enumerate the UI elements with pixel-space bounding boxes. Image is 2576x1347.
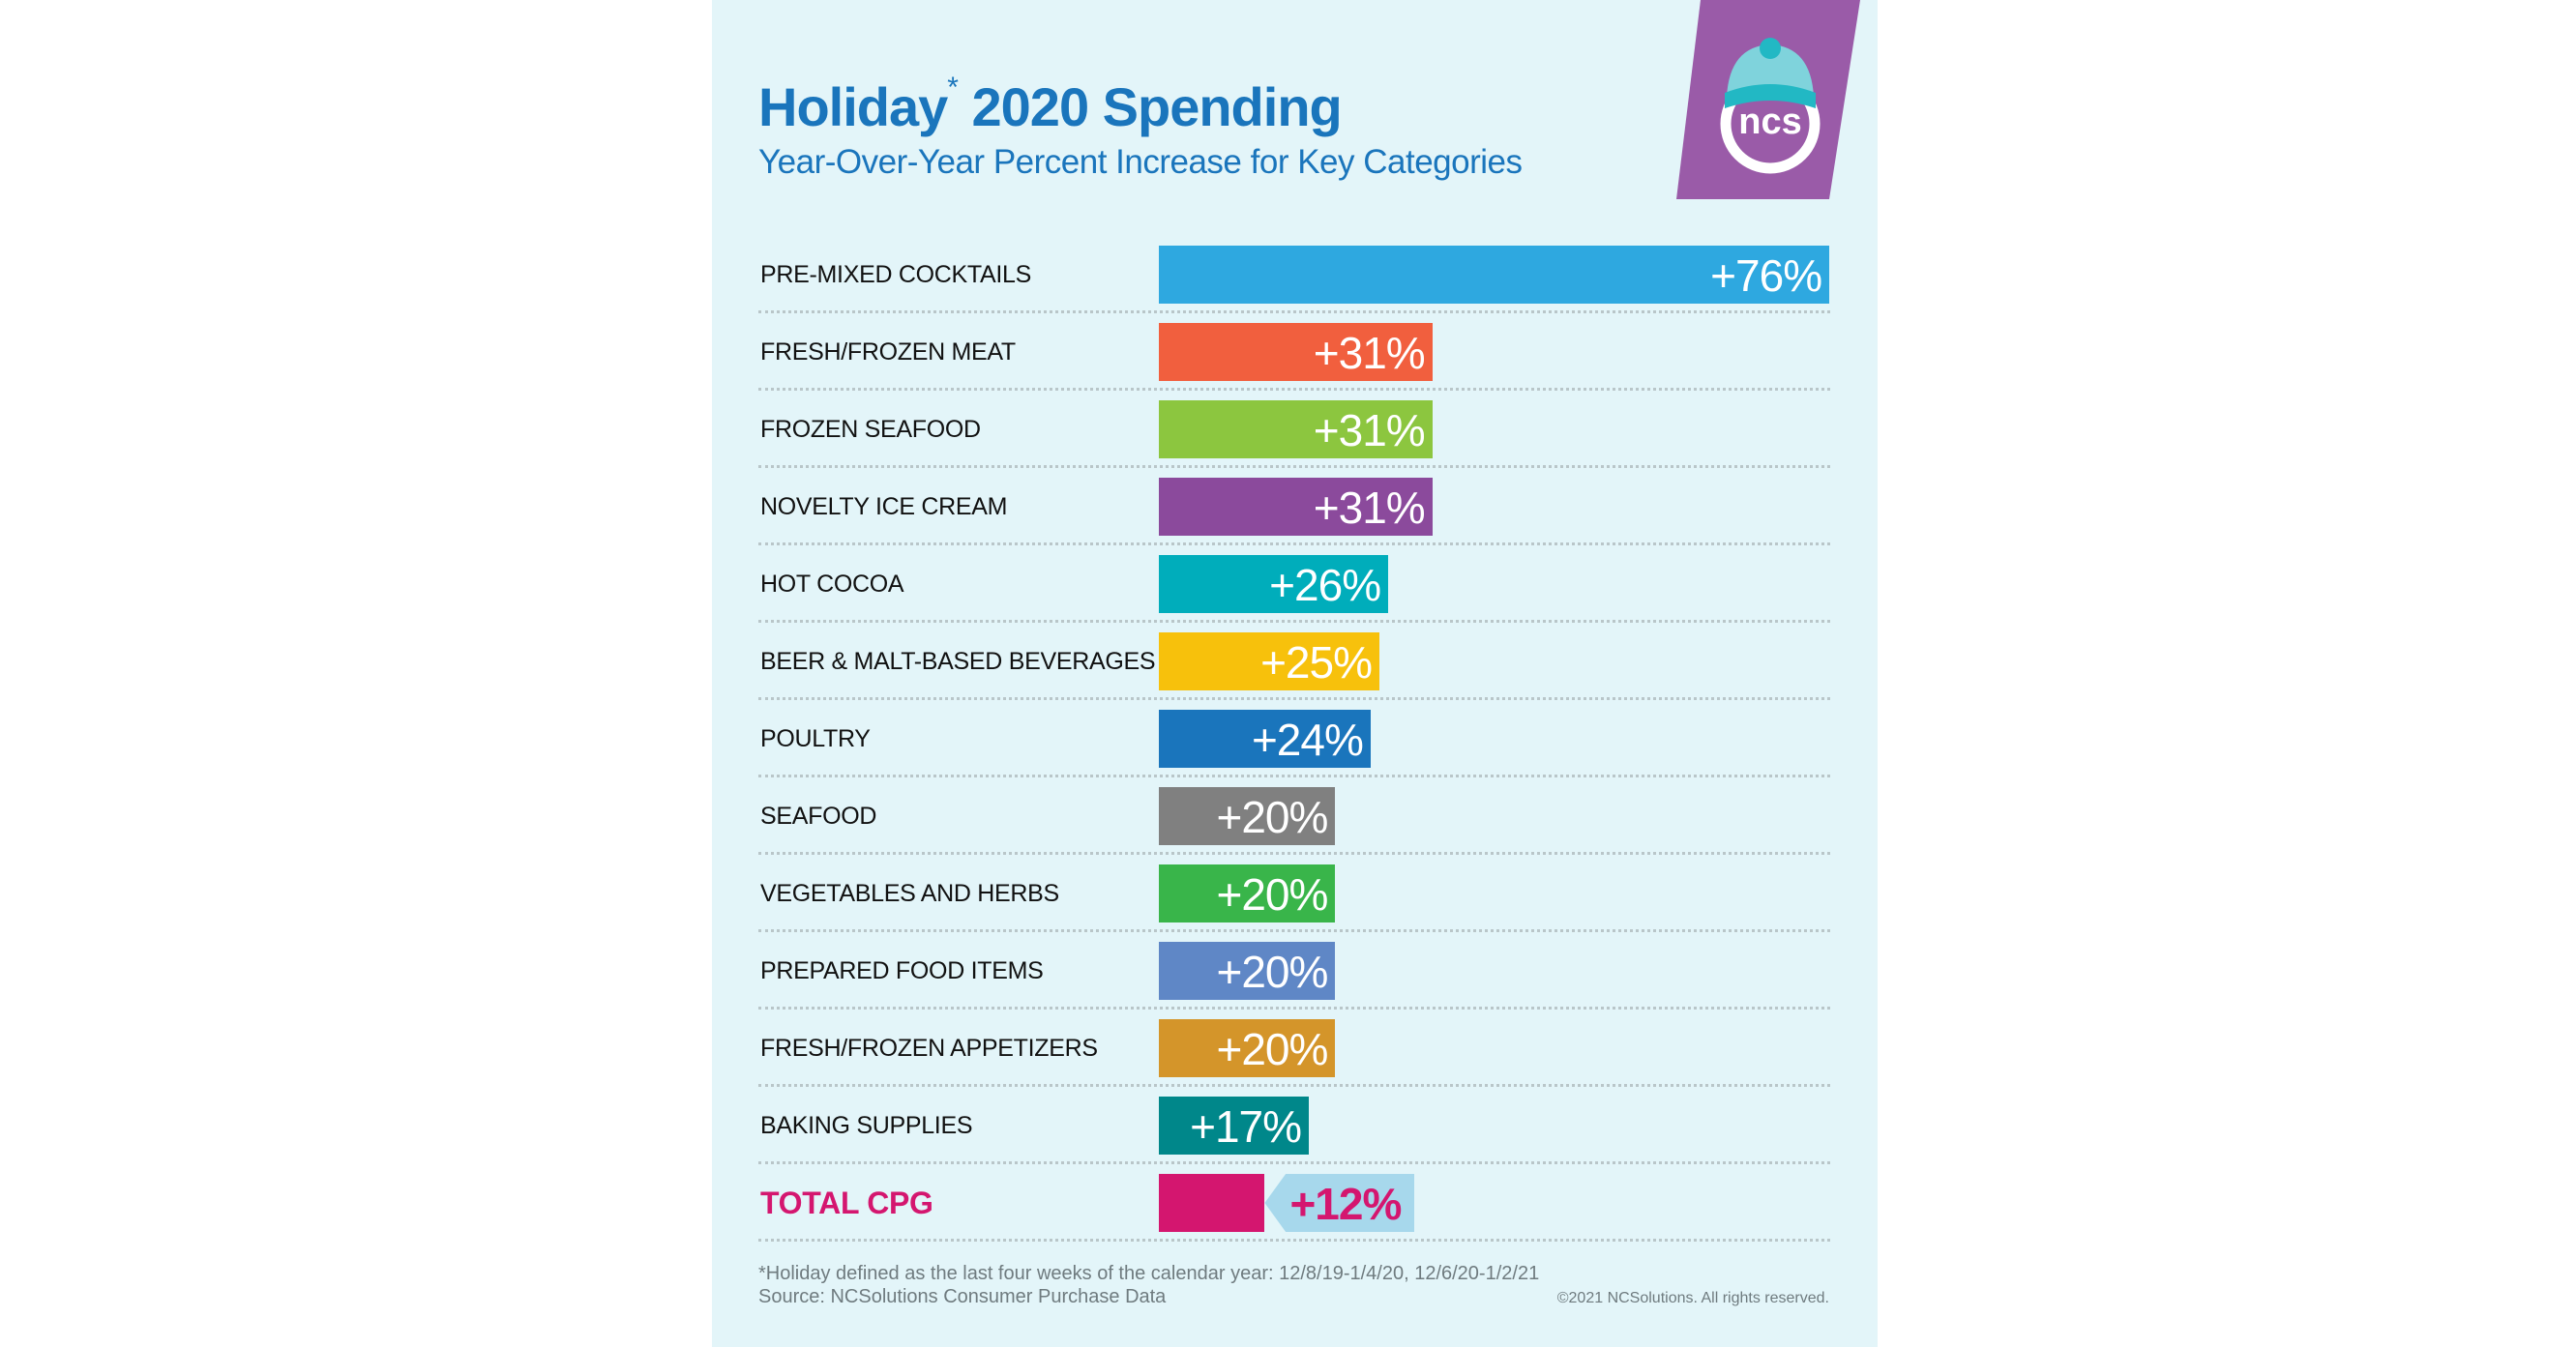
value-label: +31%: [1313, 328, 1426, 378]
category-label: BEER & MALT-BASED BEVERAGES: [760, 648, 1156, 675]
row-divider: [758, 1161, 1830, 1164]
bar: +76%: [1159, 246, 1830, 304]
value-label: +20%: [1216, 869, 1328, 920]
value-label: +24%: [1251, 715, 1364, 765]
title-rest: 2020 Spending: [957, 76, 1343, 137]
value-label: +26%: [1269, 560, 1381, 610]
value-label: +76%: [1710, 250, 1822, 301]
category-label: POULTRY: [760, 725, 871, 752]
row-divider: [758, 1239, 1830, 1242]
row-divider: [758, 1084, 1830, 1087]
value-label: +12%: [1289, 1179, 1402, 1229]
category-label: SEAFOOD: [760, 803, 877, 830]
value-label: +31%: [1313, 483, 1426, 533]
category-label: FROZEN SEAFOOD: [760, 416, 981, 443]
bar: +31%: [1159, 323, 1433, 381]
title-asterisk: *: [947, 72, 959, 103]
source-note: Source: NCSolutions Consumer Purchase Da…: [758, 1286, 1167, 1307]
row-divider: [758, 775, 1830, 777]
value-label: +20%: [1216, 1024, 1328, 1074]
total-callout: +12%: [1264, 1174, 1415, 1232]
category-label: VEGETABLES AND HERBS: [760, 880, 1059, 907]
row-divider: [758, 929, 1830, 932]
value-label: +31%: [1313, 405, 1426, 455]
category-label: HOT COCOA: [760, 571, 904, 598]
row-divider: [758, 310, 1830, 313]
infographic-panel: Holiday* 2020 Spending Year-Over-Year Pe…: [712, 0, 1878, 1347]
row-divider: [758, 1007, 1830, 1010]
row-divider: [758, 388, 1830, 391]
row-divider: [758, 852, 1830, 855]
row-divider: [758, 620, 1830, 623]
value-label: +20%: [1216, 947, 1328, 997]
row-divider: [758, 465, 1830, 468]
bar: +31%: [1159, 478, 1433, 536]
category-label: TOTAL CPG: [760, 1186, 933, 1220]
bar: +20%: [1159, 864, 1336, 922]
bar: +25%: [1159, 632, 1379, 690]
bar: [1159, 1174, 1265, 1232]
bar: +17%: [1159, 1097, 1310, 1155]
category-label: PRE-MIXED COCKTAILS: [760, 261, 1031, 288]
bar: +20%: [1159, 787, 1336, 845]
value-label: +25%: [1260, 637, 1373, 688]
category-label: FRESH/FROZEN APPETIZERS: [760, 1035, 1098, 1062]
title-main: Holiday: [758, 76, 948, 137]
bar: +20%: [1159, 942, 1336, 1000]
svg-text:ncs: ncs: [1738, 102, 1801, 142]
chart-subtitle: Year-Over-Year Percent Increase for Key …: [758, 143, 1523, 181]
category-label: PREPARED FOOD ITEMS: [760, 957, 1044, 984]
copyright: ©2021 NCSolutions. All rights reserved.: [1556, 1290, 1829, 1306]
bar: +20%: [1159, 1019, 1336, 1077]
bar: +26%: [1159, 555, 1389, 613]
category-label: NOVELTY ICE CREAM: [760, 493, 1008, 520]
value-label: +17%: [1190, 1101, 1302, 1152]
footnote: *Holiday defined as the last four weeks …: [758, 1263, 1540, 1284]
row-divider: [758, 542, 1830, 545]
category-label: FRESH/FROZEN MEAT: [760, 338, 1016, 366]
bar: +31%: [1159, 400, 1433, 458]
ncs-logo: ncs: [1676, 0, 1860, 199]
bar: +24%: [1159, 710, 1371, 768]
value-label: +20%: [1216, 792, 1328, 842]
category-label: BAKING SUPPLIES: [760, 1112, 973, 1139]
chart-title: Holiday* 2020 Spending: [758, 72, 1343, 138]
row-divider: [758, 697, 1830, 700]
